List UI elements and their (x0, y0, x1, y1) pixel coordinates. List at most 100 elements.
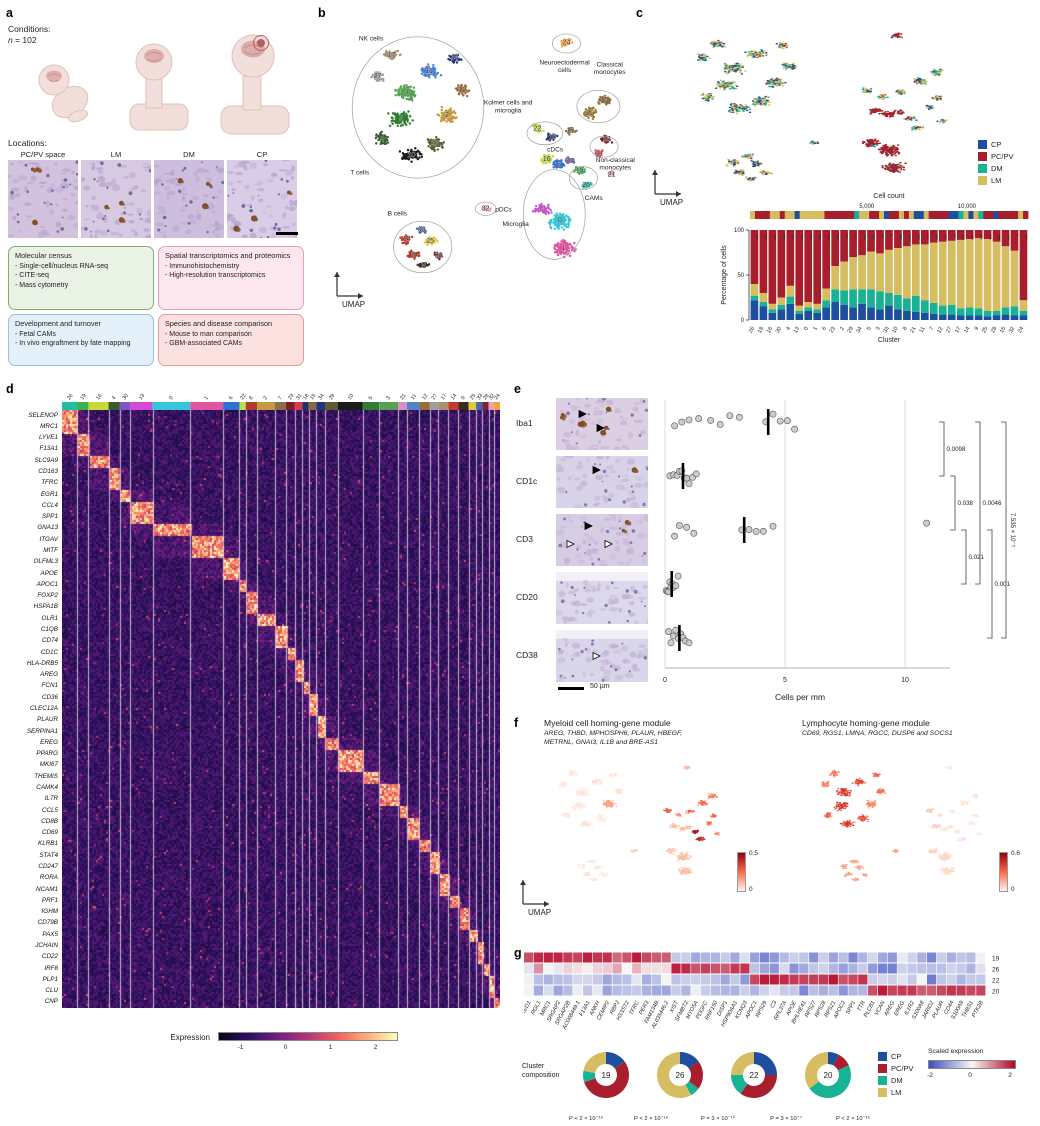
legend-item: DM (978, 164, 1014, 173)
cluster-outline (568, 166, 598, 190)
legend-label: PC/PV (891, 1064, 914, 1073)
scaled-expression-colorbar (928, 1060, 1016, 1069)
histology-image-0 (8, 160, 78, 238)
cluster-number: 13 (538, 205, 546, 213)
gene-label: ITGAV (39, 535, 58, 543)
significance-stars: *** (1022, 234, 1028, 240)
x-tick-cluster: 12 (936, 326, 944, 334)
celltype-label: Kolmer cells and (484, 100, 533, 107)
open-arrowhead-icon (592, 651, 601, 661)
data-point (735, 413, 743, 421)
myeloid-module-title: Myeloid cell homing-gene module (544, 718, 671, 728)
expression-tick: 1 (328, 1044, 333, 1051)
x-tick-cluster: 18 (757, 326, 765, 334)
data-point (769, 410, 777, 418)
scaled-expression-tick: 2 (1008, 1072, 1012, 1079)
pvalue-label: 0.0098 (947, 446, 966, 453)
cluster-outline (474, 201, 497, 216)
umap-location-plot (696, 32, 948, 182)
celltype-label: Microglia (503, 221, 530, 228)
umap-axis-label: UMAP (660, 198, 683, 207)
gene-label: EGR1 (40, 490, 58, 498)
cluster-number: 34 (451, 54, 459, 62)
significance-stars: *** (833, 234, 839, 240)
x-tick-cluster: 9 (974, 326, 981, 332)
pvalue-label: 7.535 × 10⁻⁵ (1009, 513, 1016, 548)
y-tick: 100 (734, 228, 745, 234)
gene-label: STAT4 (39, 851, 58, 859)
study-box-item: - Fetal CAMs (15, 330, 56, 338)
cluster-outline (351, 36, 485, 179)
ihc-marker-label: CD1c (516, 476, 538, 486)
arrow-right-icon (544, 901, 549, 907)
cluster-number: 17 (388, 51, 396, 59)
data-point (726, 412, 734, 420)
cluster-strip-number: 3 (385, 395, 392, 401)
cell-count-title: Cell count (873, 193, 904, 200)
x-tick: 5 (783, 677, 787, 684)
gene-label: CLU (45, 987, 58, 995)
significance-stars: *** (923, 234, 929, 240)
significance-stars: *** (770, 234, 776, 240)
cluster-strip-segment (88, 402, 109, 410)
cluster-strip-number: 10 (347, 393, 355, 401)
x-tick-cluster: 30 (775, 326, 783, 334)
expression-colorbar (218, 1032, 398, 1041)
gene-label: F13A1 (39, 445, 58, 453)
cluster-number: 29 (431, 140, 439, 148)
gene-label: CD74 (41, 637, 58, 645)
x-tick-cluster: 25 (981, 326, 989, 334)
legend-swatch (878, 1076, 887, 1085)
myeloid-colorbar-max: 0.5 (749, 850, 759, 857)
myeloid-colorbar-min: 0 (749, 886, 753, 893)
significance-stars: *** (797, 234, 803, 240)
expression-heatmap (62, 410, 500, 1008)
umap-axis-lines (522, 880, 549, 905)
gene-label: SERPINA1 (26, 727, 58, 735)
study-box: Species and disease comparison - Mouse to… (158, 314, 304, 366)
lymphocyte-colorbar-max: 0.6 (1011, 850, 1021, 857)
cluster-number: 24 (563, 38, 571, 46)
significance-stars: * (887, 234, 893, 236)
data-point (674, 572, 682, 580)
myeloid-module-genes-2: METRNL, GNAI3, IL1B and BRE-AS1 (544, 739, 659, 746)
umap-points (696, 32, 948, 182)
cluster-strip-segment (438, 402, 449, 410)
gene-label: PLAUR (37, 716, 58, 724)
x-tick-cluster: 16 (766, 326, 774, 334)
legend-label: CP (891, 1052, 902, 1061)
adult-illustration (220, 34, 290, 135)
celltype-label: CAMs (585, 195, 604, 202)
arrowhead-icon (584, 521, 593, 531)
child-illustration (129, 43, 189, 131)
composition-label-line2: composition (522, 1072, 560, 1080)
location-label: CP (256, 150, 268, 159)
significance-stars: *** (1004, 234, 1010, 240)
donut-segment (754, 1052, 777, 1075)
data-point (685, 639, 693, 647)
celltype-label: cDCs (547, 146, 564, 153)
umap-axes-b: UMAP (334, 272, 365, 309)
donut-cluster-id: 20 (824, 1071, 833, 1080)
cell-count-tick: 10,000 (958, 204, 977, 210)
x-tick: 0 (663, 677, 667, 684)
donut-pvalue: P < 2 × 10⁻¹⁶ (569, 1115, 604, 1122)
cluster-number: 31 (595, 149, 603, 157)
significance-stars: *** (761, 234, 767, 240)
pvalue-label: 0.021 (969, 554, 985, 561)
gene-label: GNA13 (37, 524, 58, 532)
study-box-item: - High-resolution transcriptomics (165, 272, 266, 280)
gene-label: CD69 (41, 829, 58, 837)
cluster-number: 33 (418, 226, 426, 234)
myeloid-module-genes-1: AREG, THBD, MPHOSPH6, PLAUR, HBEGF, (544, 730, 683, 737)
x-tick-cluster: 7 (929, 326, 936, 332)
gene-label: LYVE1 (38, 434, 58, 442)
legend-label: DM (991, 164, 1003, 173)
cluster-number: 6 (557, 161, 561, 169)
locations-title: Locations: (8, 138, 47, 148)
study-box: Spatial transcriptomics and proteomics - … (158, 246, 304, 310)
gene-label: SELENOP (28, 411, 58, 419)
gene-label: IRF8 (44, 964, 58, 972)
legend-label: LM (991, 176, 1002, 185)
